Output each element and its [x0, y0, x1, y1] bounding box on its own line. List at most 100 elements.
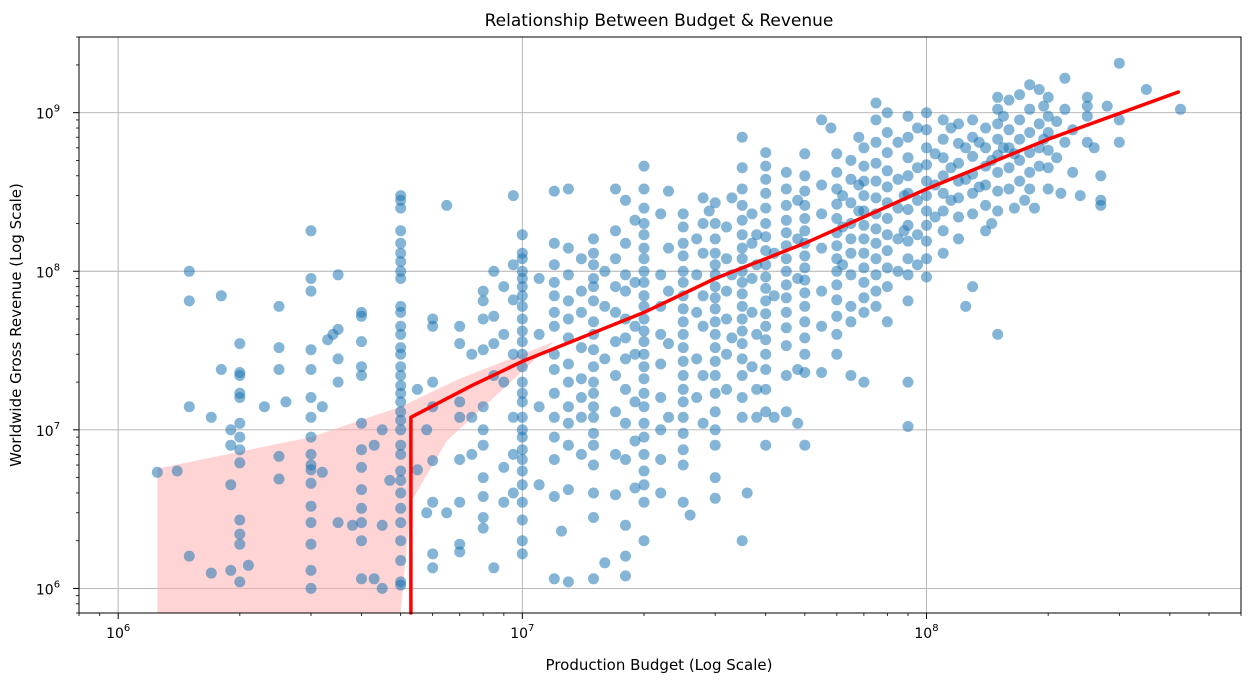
- data-point: [498, 328, 510, 340]
- data-point: [395, 487, 407, 499]
- data-point: [881, 213, 893, 224]
- data-point: [760, 406, 772, 418]
- data-point: [588, 259, 599, 271]
- data-point: [575, 448, 587, 460]
- data-point: [709, 439, 721, 451]
- data-point: [395, 396, 407, 408]
- data-point: [638, 325, 650, 337]
- data-point: [858, 160, 870, 172]
- data-point: [691, 306, 703, 318]
- data-point: [792, 417, 804, 429]
- data-point: [697, 320, 709, 332]
- data-point: [305, 364, 317, 375]
- data-point: [588, 295, 599, 307]
- data-point: [663, 185, 674, 197]
- data-point: [305, 477, 317, 489]
- data-point: [655, 358, 667, 370]
- data-point: [575, 342, 587, 354]
- data-point: [1024, 183, 1036, 195]
- data-point: [921, 205, 932, 217]
- data-point: [751, 411, 763, 423]
- data-point: [997, 110, 1009, 122]
- data-point: [746, 273, 758, 284]
- data-point: [548, 411, 560, 423]
- data-point: [376, 424, 388, 436]
- data-point: [1008, 202, 1020, 214]
- data-point: [516, 496, 528, 508]
- data-point: [395, 348, 407, 360]
- data-point: [845, 316, 857, 328]
- data-point: [466, 448, 478, 460]
- data-point: [831, 213, 843, 224]
- data-point: [454, 411, 466, 423]
- data-point: [858, 262, 870, 274]
- data-point: [234, 370, 246, 381]
- data-point: [516, 336, 528, 348]
- data-point: [234, 538, 246, 550]
- data-point: [709, 247, 721, 259]
- data-point: [858, 376, 870, 388]
- data-point: [562, 295, 574, 307]
- data-point: [629, 348, 641, 360]
- data-point: [760, 334, 772, 346]
- data-point: [548, 491, 560, 502]
- data-point: [376, 519, 388, 531]
- data-point: [548, 276, 560, 288]
- data-point: [575, 285, 587, 297]
- data-point: [411, 383, 423, 395]
- data-point: [709, 259, 721, 271]
- data-point: [273, 450, 285, 462]
- data-point: [356, 502, 367, 514]
- data-point: [1175, 103, 1186, 115]
- data-point: [395, 273, 407, 284]
- data-point: [395, 414, 407, 426]
- data-point: [629, 482, 641, 494]
- data-point: [736, 253, 748, 265]
- data-point: [726, 332, 738, 344]
- data-point: [1059, 103, 1071, 115]
- data-point: [629, 214, 641, 226]
- data-point: [610, 406, 621, 418]
- data-point: [831, 166, 843, 178]
- data-point: [610, 489, 621, 501]
- data-point: [881, 262, 893, 274]
- data-point: [305, 225, 317, 237]
- data-point: [421, 507, 433, 519]
- data-point: [780, 306, 792, 318]
- y-tick-label: 106: [36, 579, 60, 598]
- data-point: [870, 285, 882, 297]
- data-point: [980, 225, 992, 237]
- plot-frame: [78, 36, 1242, 614]
- data-point: [677, 396, 689, 408]
- data-point: [1081, 91, 1093, 103]
- data-point: [1140, 84, 1152, 95]
- data-point: [1014, 175, 1026, 187]
- data-point: [562, 401, 574, 413]
- data-point: [937, 114, 949, 126]
- data-point: [921, 253, 932, 265]
- data-point: [620, 269, 631, 281]
- data-point: [677, 427, 689, 439]
- data-point: [760, 173, 772, 185]
- data-point: [780, 279, 792, 291]
- data-point: [620, 570, 631, 582]
- data-point: [599, 353, 611, 365]
- data-point: [751, 383, 763, 395]
- data-point: [1014, 89, 1026, 101]
- data-point: [709, 342, 721, 354]
- data-point: [980, 179, 992, 191]
- data-point: [902, 269, 914, 281]
- data-point: [837, 190, 849, 202]
- data-point: [780, 199, 792, 211]
- data-point: [799, 287, 811, 299]
- data-point: [709, 233, 721, 245]
- data-point: [454, 396, 466, 408]
- data-point: [395, 406, 407, 418]
- data-point: [548, 573, 560, 585]
- data-point: [427, 548, 439, 560]
- data-point: [305, 582, 317, 594]
- data-point: [638, 373, 650, 385]
- data-point: [562, 313, 574, 325]
- data-point: [858, 219, 870, 231]
- data-point: [677, 328, 689, 340]
